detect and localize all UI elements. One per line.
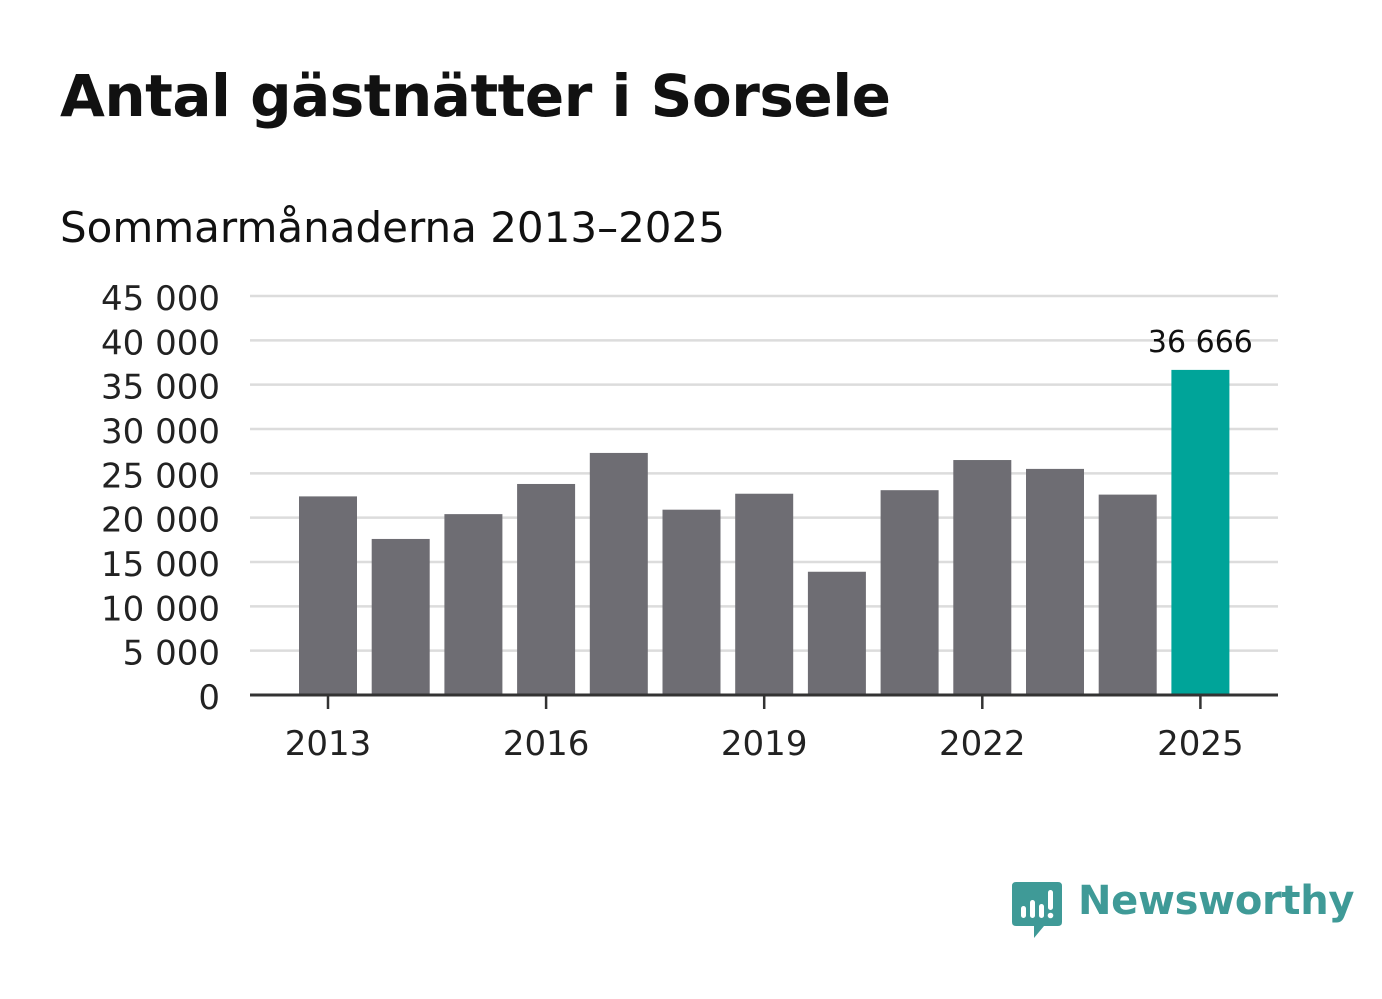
data-labels: 36 666 — [1148, 325, 1253, 360]
y-tick-label: 30 000 — [101, 412, 220, 452]
y-tick-label: 5 000 — [123, 634, 220, 674]
x-axis-tick-labels: 2013 2016 2019 2022 2025 — [285, 724, 1244, 764]
x-tick-label: 2025 — [1157, 724, 1244, 764]
bar-2025 — [1171, 369, 1230, 695]
y-tick-label: 10 000 — [101, 589, 220, 629]
bar-2023 — [1026, 468, 1084, 695]
y-tick-label: 15 000 — [101, 545, 220, 585]
bar-2016 — [517, 483, 576, 695]
data-label: 36 666 — [1148, 325, 1253, 360]
bar-2020 — [807, 571, 866, 695]
chart-subtitle: Sommarmånaderna 2013–2025 — [60, 203, 725, 252]
bar-2021 — [880, 490, 939, 695]
bar-2014 — [371, 538, 430, 695]
y-tick-label: 20 000 — [101, 501, 220, 541]
bar-2015 — [444, 514, 503, 695]
bar-2022 — [953, 460, 1012, 695]
x-tick-label: 2013 — [285, 724, 372, 764]
bars — [299, 369, 1230, 695]
newsworthy-logo: Newsworthy — [1010, 878, 1355, 942]
brand-name: Newsworthy — [1078, 878, 1355, 924]
bar-2013 — [299, 496, 357, 695]
y-tick-label: 0 — [198, 678, 220, 718]
bar-2024 — [1098, 494, 1157, 695]
chart-title: Antal gästnätter i Sorsele — [60, 62, 891, 130]
y-tick-label: 35 000 — [101, 368, 220, 408]
y-tick-label: 25 000 — [101, 456, 220, 496]
x-tick-label: 2022 — [939, 724, 1026, 764]
x-tick-label: 2016 — [503, 724, 590, 764]
bar-2017 — [589, 452, 648, 695]
newsworthy-logo-icon — [1012, 882, 1062, 938]
y-tick-label: 45 000 — [101, 279, 220, 319]
y-tick-label: 40 000 — [101, 323, 220, 363]
x-axis — [250, 693, 1278, 709]
bar-2018 — [662, 509, 721, 695]
x-tick-label: 2019 — [721, 724, 808, 764]
bar-2019 — [735, 493, 794, 695]
